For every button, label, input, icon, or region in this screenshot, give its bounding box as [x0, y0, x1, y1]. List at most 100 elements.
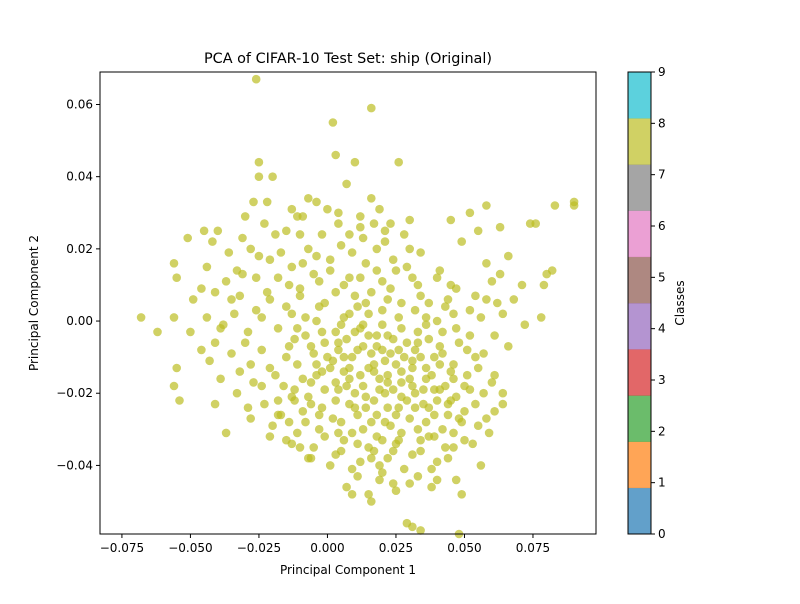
scatter-point — [386, 284, 395, 293]
scatter-point — [232, 388, 242, 398]
scatter-point — [413, 327, 423, 337]
scatter-point — [413, 280, 423, 290]
scatter-point — [320, 385, 330, 394]
scatter-point — [369, 446, 379, 456]
scatter-point — [350, 291, 360, 301]
scatter-point — [136, 313, 146, 322]
colorbar-tick-label: 6 — [658, 219, 666, 233]
scatter-point — [345, 374, 354, 384]
colorbar-tick-label: 1 — [658, 476, 666, 490]
scatter-point — [408, 356, 417, 366]
scatter-point — [430, 385, 439, 394]
scatter-point — [441, 443, 450, 452]
x-tick-label: 0.000 — [310, 541, 344, 555]
scatter-point — [334, 219, 343, 228]
scatter-point — [498, 309, 508, 319]
scatter-point — [432, 273, 442, 283]
scatter-point — [317, 230, 327, 239]
scatter-point — [293, 324, 302, 333]
scatter-point — [476, 313, 486, 322]
scatter-point — [375, 374, 384, 384]
scatter-point — [153, 327, 162, 337]
scatter-point — [353, 472, 362, 481]
scatter-point — [312, 360, 321, 369]
scatter-point — [520, 320, 530, 330]
scatter-point — [451, 475, 461, 485]
scatter-point — [402, 396, 412, 405]
scatter-point — [358, 425, 368, 434]
scatter-point — [457, 490, 467, 499]
scatter-point — [468, 439, 478, 449]
scatter-point — [334, 385, 343, 394]
scatter-point — [295, 291, 305, 301]
scatter-point — [172, 273, 181, 283]
scatter-point — [484, 428, 494, 438]
scatter-point — [251, 305, 261, 315]
scatter-point — [312, 197, 321, 207]
scatter-point — [498, 399, 508, 409]
scatter-point — [260, 219, 269, 228]
scatter-point — [394, 313, 404, 322]
scatter-point — [306, 378, 316, 387]
scatter-point — [320, 338, 330, 348]
scatter-point — [282, 352, 291, 362]
scatter-point — [265, 432, 275, 441]
scatter-point — [490, 331, 499, 340]
scatter-point — [399, 464, 409, 474]
scatter-point — [465, 331, 475, 340]
scatter-point — [334, 345, 343, 355]
scatter-point — [408, 273, 417, 283]
scatter-point — [197, 284, 206, 293]
colorbar-band — [628, 256, 651, 304]
scatter-point — [451, 392, 461, 402]
scatter-point — [221, 428, 231, 438]
scatter-point — [435, 266, 445, 275]
scatter-point — [309, 269, 319, 279]
scatter-point — [402, 338, 412, 348]
colorbar-tick-label: 3 — [658, 373, 666, 387]
scatter-point — [399, 352, 409, 362]
x-tick-label: 0.025 — [379, 541, 413, 555]
scatter-point — [304, 392, 313, 402]
scatter-point — [517, 280, 527, 290]
scatter-point — [298, 407, 308, 416]
scatter-point — [238, 269, 247, 279]
scatter-point — [257, 381, 267, 391]
colorbar-frame — [627, 71, 652, 535]
scatter-point — [210, 399, 220, 409]
scatter-point — [309, 349, 319, 358]
scatter-point — [380, 226, 390, 236]
scatter-point — [356, 273, 365, 283]
y-axis-ticks: −0.04 −0.02 0.00 0.02 0.04 0.06 — [56, 97, 100, 472]
scatter-point — [509, 295, 519, 304]
scatter-point — [367, 287, 376, 297]
scatter-point — [498, 388, 508, 398]
scatter-point — [249, 197, 258, 207]
scatter-point — [419, 385, 428, 394]
scatter-point — [446, 367, 456, 376]
scatter-points — [136, 74, 579, 539]
scatter-point — [369, 219, 379, 228]
colorbar-tick-label: 0 — [658, 527, 666, 541]
scatter-point — [325, 363, 335, 373]
scatter-point — [449, 360, 458, 369]
colorbar-band — [628, 395, 651, 442]
scatter-point — [536, 313, 546, 322]
scatter-point — [413, 472, 423, 481]
scatter-point — [325, 255, 335, 264]
scatter-point — [397, 428, 406, 438]
scatter-point — [339, 435, 349, 445]
y-tick-label: 0.04 — [66, 170, 93, 184]
scatter-point — [430, 432, 439, 441]
scatter-point — [235, 291, 245, 301]
scatter-point — [328, 118, 338, 127]
scatter-point — [383, 453, 393, 463]
scatter-point — [490, 370, 499, 380]
scatter-point — [301, 331, 310, 340]
scatter-point — [397, 378, 406, 387]
scatter-point — [345, 273, 354, 283]
scatter-point — [304, 244, 313, 254]
scatter-point — [473, 363, 483, 373]
scatter-point — [476, 461, 486, 470]
